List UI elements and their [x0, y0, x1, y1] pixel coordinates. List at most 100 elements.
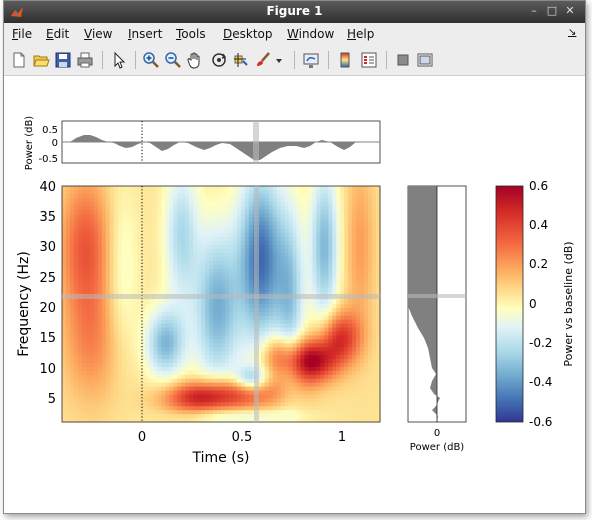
heatmap-cell	[141, 229, 147, 234]
heatmap-cell	[129, 307, 135, 313]
heatmap-cell	[221, 197, 226, 203]
heatmap-cell	[372, 410, 377, 415]
heatmap-cell	[169, 245, 174, 250]
menu-edit[interactable]: Edit	[46, 27, 70, 41]
heatmap-cell	[173, 347, 178, 352]
heatmap-cell	[376, 229, 381, 234]
heatmap-cell	[217, 370, 222, 376]
heatmap-cell	[256, 201, 262, 207]
hide-plot-tools-icon[interactable]	[394, 51, 412, 69]
heatmap-cell	[372, 370, 377, 376]
heatmap-cell	[336, 189, 341, 195]
heatmap-cell	[316, 370, 321, 376]
heatmap-cell	[316, 307, 321, 313]
heatmap-cell	[248, 221, 254, 226]
heatmap-cell	[129, 382, 135, 388]
heatmap-cell	[296, 272, 302, 278]
heatmap-cell	[205, 335, 210, 340]
save-icon[interactable]	[54, 51, 72, 69]
heatmap-cell	[109, 252, 115, 258]
heatmap-cell	[197, 323, 202, 329]
heatmap-cell	[336, 319, 341, 325]
minimize-icon[interactable]: –	[531, 4, 537, 17]
heatmap-cell	[236, 248, 242, 254]
heatmap-cell	[312, 351, 318, 356]
heatmap-cell	[165, 260, 170, 266]
heatmap-cell	[272, 245, 278, 250]
pan-icon[interactable]	[186, 51, 204, 69]
menu-tools[interactable]: Tools	[176, 27, 206, 41]
heatmap-cell	[320, 288, 325, 293]
legend-icon[interactable]	[360, 51, 378, 69]
heatmap-cell	[264, 252, 270, 258]
heatmap-cell	[153, 327, 159, 333]
heatmap-cell	[113, 233, 119, 238]
zoom-out-icon[interactable]	[164, 51, 182, 69]
heatmap-cell	[149, 221, 155, 226]
open-file-icon[interactable]	[32, 51, 50, 69]
heatmap-cell	[356, 418, 361, 423]
heatmap-cell	[62, 339, 67, 344]
heatmap-cell	[169, 304, 174, 309]
heatmap-cell	[133, 304, 139, 309]
data-cursor-icon[interactable]	[232, 51, 250, 69]
heatmap-cell	[105, 327, 111, 333]
heatmap-cell	[304, 398, 310, 403]
heatmap-cell	[348, 363, 353, 368]
heatmap-cell	[344, 315, 349, 321]
heatmap-cell	[224, 378, 230, 384]
heatmap-cell	[109, 284, 115, 289]
close-icon[interactable]: ✕	[565, 4, 575, 17]
heatmap-cell	[288, 390, 294, 396]
heatmap-cell	[169, 374, 174, 380]
heatmap-cell	[121, 256, 127, 262]
frequency-cursor-line[interactable]	[62, 294, 380, 299]
heatmap-cell	[197, 248, 202, 254]
menu-insert[interactable]: Insert	[128, 27, 163, 41]
colorbar-icon[interactable]	[336, 51, 354, 69]
time-cursor-line[interactable]	[254, 186, 259, 422]
heatmap-cell	[165, 272, 170, 278]
brush-icon[interactable]	[254, 51, 272, 69]
rotate-3d-icon[interactable]	[210, 51, 228, 69]
heatmap-cell	[121, 217, 127, 222]
heatmap-cell	[260, 213, 266, 219]
heatmap-cell	[236, 406, 242, 411]
heatmap-cell	[181, 193, 186, 199]
pointer-icon[interactable]	[110, 51, 128, 69]
heatmap-cell	[232, 382, 238, 388]
menu-file[interactable]: File	[12, 27, 33, 41]
heatmap-cell	[260, 319, 266, 325]
brush-dropdown-icon[interactable]	[274, 51, 284, 69]
heatmap-cell	[189, 398, 194, 403]
window-title: Figure 1	[266, 4, 323, 18]
maximize-icon[interactable]: □	[546, 4, 558, 17]
menu-help[interactable]: Help	[347, 27, 375, 41]
heatmap-cell	[137, 186, 143, 191]
zoom-in-icon[interactable]	[142, 51, 160, 69]
menu-desktop[interactable]: Desktop	[223, 27, 273, 41]
heatmap-cell	[352, 359, 357, 364]
heatmap-cell	[364, 402, 369, 407]
heatmap-cell	[97, 284, 103, 289]
print-icon[interactable]	[76, 51, 94, 69]
heatmap-cell	[62, 241, 67, 246]
heatmap-cell	[280, 304, 286, 309]
heatmap-cell	[300, 327, 306, 333]
heatmap-cell	[376, 378, 381, 384]
heatmap-cell	[105, 394, 111, 399]
new-figure-icon[interactable]	[10, 51, 28, 69]
heatmap-cell	[121, 319, 127, 325]
heatmap-cell	[189, 300, 194, 305]
heatmap-cell	[316, 386, 321, 392]
heatmap-cell	[372, 229, 377, 234]
dock-arrow-icon[interactable]: ↘	[568, 27, 577, 38]
heatmap-cell	[93, 406, 99, 411]
heatmap-cell	[97, 197, 103, 203]
heatmap-cell	[153, 311, 159, 317]
show-plot-tools-icon[interactable]	[416, 51, 434, 69]
link-plot-icon[interactable]	[302, 51, 320, 69]
menu-window[interactable]: Window	[287, 27, 335, 41]
heatmap-cell	[272, 335, 278, 340]
menu-view[interactable]: View	[84, 27, 113, 41]
